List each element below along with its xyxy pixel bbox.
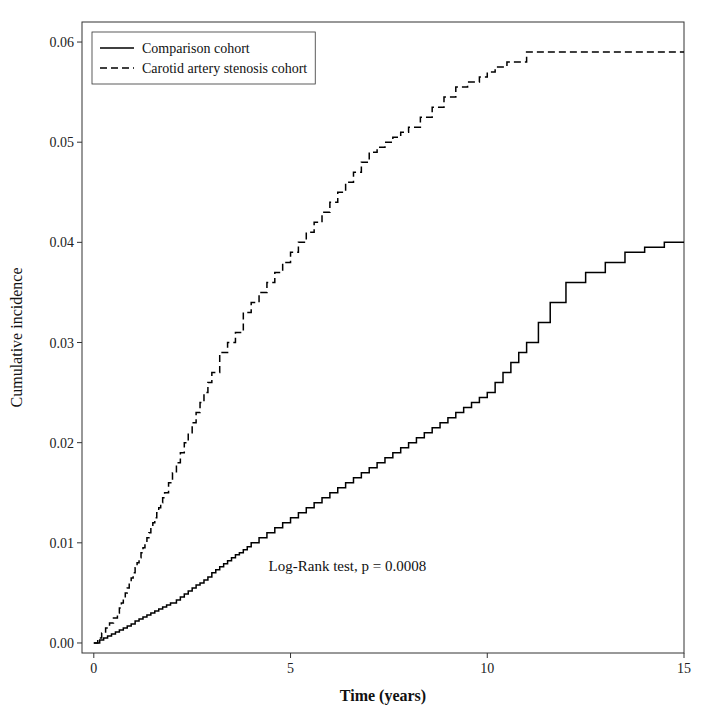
x-tick <box>93 653 94 658</box>
plot-frame <box>82 22 684 653</box>
y-tick <box>77 642 82 643</box>
legend: Comparison cohort Carotid artery stenosis… <box>92 32 315 84</box>
y-tick <box>77 42 82 43</box>
x-axis-label: Time (years) <box>340 687 426 705</box>
y-tick-label: 0.00 <box>50 636 75 651</box>
legend-frame <box>92 32 315 84</box>
x-tick <box>684 653 685 658</box>
y-axis-label: Cumulative incidence <box>8 268 25 408</box>
x-tick-label: 10 <box>480 661 494 676</box>
axes: 0 5 10 15 0.00 0.01 0.02 0.03 0.04 0.05 0.06 <box>50 22 692 676</box>
x-tick-label: 0 <box>90 661 97 676</box>
x-tick <box>487 653 488 658</box>
x-tick <box>290 653 291 658</box>
legend-swatch <box>100 47 134 49</box>
legend-label: Carotid artery stenosis cohort <box>142 61 307 76</box>
step-line <box>94 242 684 643</box>
y-tick-label: 0.04 <box>50 235 75 250</box>
annotation: Log-Rank test, p = 0.0008 <box>269 558 427 574</box>
x-tick-label: 5 <box>287 661 294 676</box>
y-tick <box>77 542 82 543</box>
y-tick-label: 0.02 <box>50 436 75 451</box>
chart: 0 5 10 15 0.00 0.01 0.02 0.03 0.04 0.05 0.06 Time (… <box>0 0 706 719</box>
y-tick <box>77 142 82 143</box>
lines <box>94 52 684 643</box>
y-tick-label: 0.03 <box>50 336 75 351</box>
y-tick <box>77 342 82 343</box>
y-tick-label: 0.06 <box>50 35 75 50</box>
legend-label: Comparison cohort <box>142 41 250 56</box>
step-line <box>94 52 684 643</box>
y-tick-label: 0.01 <box>50 536 75 551</box>
legend-swatch <box>100 67 134 69</box>
y-tick <box>77 242 82 243</box>
y-tick-label: 0.05 <box>50 135 75 150</box>
x-tick-label: 15 <box>677 661 691 676</box>
y-tick <box>77 442 82 443</box>
